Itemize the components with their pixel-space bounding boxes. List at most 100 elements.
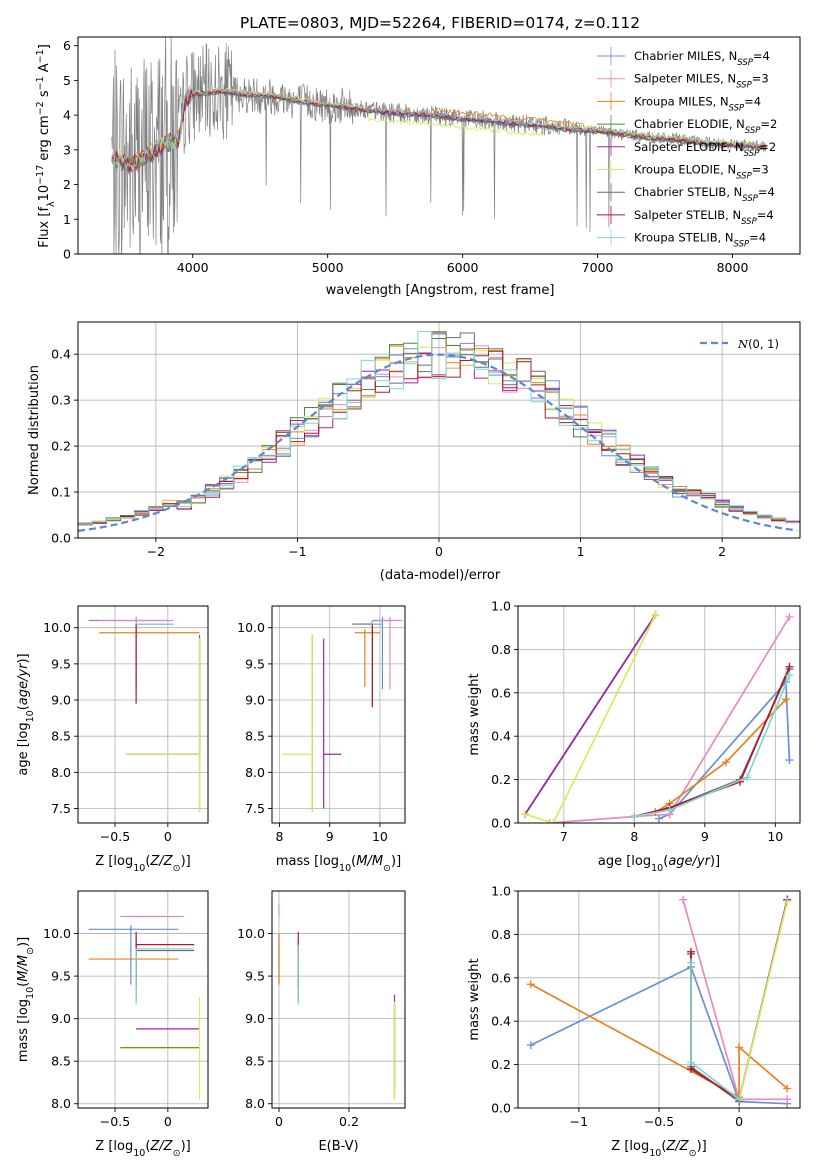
marker-salpeter-stelib — [785, 662, 794, 671]
y-tick-label: 9.5 — [245, 656, 265, 671]
label-part: Z [log — [95, 854, 133, 869]
line-salpeter-stelib — [634, 666, 791, 818]
y-tick-label: 0.0 — [51, 531, 71, 546]
x-tick-label: 0.2 — [339, 1114, 359, 1129]
x-tick-label: 9 — [701, 829, 709, 844]
marker-kroupa-elodie — [783, 897, 792, 906]
legend-tail: =4 — [753, 49, 770, 63]
legend-sub: SSP — [744, 149, 760, 159]
model-kroupa-elodie — [111, 87, 767, 171]
x-tick-label: 2 — [718, 544, 726, 559]
y-tick-label: 0.3 — [51, 393, 71, 408]
y-axis-label: age [log10(age/yr)] — [16, 653, 36, 775]
y-tick-label: 8.5 — [51, 1054, 71, 1069]
label-part: 10 — [37, 185, 52, 202]
axes-frame — [77, 321, 801, 539]
observed-spectrum — [111, 37, 767, 254]
legend-text: Chabrier ELODIE, N — [634, 117, 745, 131]
legend-label: Kroupa MILES, NSSP=4 — [634, 94, 761, 113]
label-part: ( — [16, 982, 31, 987]
y-tick-label: 0 — [63, 247, 71, 262]
y-tick-label: 8.0 — [51, 765, 71, 780]
residuals-panel: −2 −1 0 1 2 0.0 0.1 0.2 0.3 0.4 (data-model)/error… — [27, 321, 801, 583]
legend-text: Chabrier STELIB, N — [634, 185, 742, 199]
line-salpeter-stelib — [690, 951, 740, 1101]
label-part: Z [log — [95, 1139, 133, 1154]
line-kroupa-elodie — [738, 901, 789, 1100]
x-axis-label: Z [log10(Z/Z⊙)] — [611, 1139, 706, 1159]
legend-tail: =2 — [759, 140, 776, 154]
label-part: age [log — [598, 854, 651, 869]
line-chabrier-miles — [530, 965, 788, 1105]
marker-kroupa-stelib — [630, 812, 639, 821]
x-tick-label: 0 — [735, 1114, 743, 1129]
legend-tail: =3 — [752, 72, 769, 86]
legend-label: Chabrier ELODIE, NSSP=2 — [634, 117, 777, 136]
label-part: )] — [16, 653, 31, 663]
y-tick-label: 8.5 — [245, 1054, 265, 1069]
legend-label: Chabrier MILES, NSSP=4 — [634, 49, 770, 68]
marker-chabrier-miles — [655, 814, 663, 823]
label-part: A — [37, 63, 52, 76]
label-part: −17 — [35, 165, 46, 185]
y-axis-label: Flux [fλ10−17 erg cm−2 s−1 A−1] — [35, 44, 57, 248]
legend-label: Kroupa ELODIE, NSSP=3 — [634, 163, 769, 182]
y-tick-label: 4 — [63, 108, 71, 123]
line-kroupa-elodie — [524, 614, 657, 823]
x-tick-label: −0.5 — [100, 829, 130, 844]
y-tick-label: 0.6 — [491, 685, 511, 700]
y-tick-label: 0.4 — [491, 729, 511, 744]
x-tick-label: 1 — [577, 544, 585, 559]
label-part: )] — [181, 854, 191, 869]
marker-kroupa-miles — [721, 758, 730, 767]
x-axis-label: mass [log10(M/M⊙)] — [276, 854, 401, 874]
y-tick-label: 8.0 — [245, 1096, 265, 1111]
label-part: 10 — [133, 863, 145, 874]
label-part: erg cm — [37, 115, 52, 164]
label-part: )] — [16, 937, 31, 947]
legend-label: Salpeter STELIB, NSSP=4 — [634, 208, 774, 227]
x-axis-label: Z [log10(Z/Z⊙)] — [95, 1139, 190, 1159]
label-part: ⊙ — [383, 863, 391, 874]
label-part: ( — [145, 854, 150, 869]
axes-frame — [77, 890, 209, 1109]
x-tick-label: 6000 — [447, 260, 479, 275]
mass-vs-EBV-plot-area — [278, 903, 396, 1100]
y-tick-label: 1.0 — [491, 884, 511, 899]
x-tick-label: −0.5 — [100, 1114, 130, 1129]
x-tick-label: 9 — [326, 829, 334, 844]
label-part: 10 — [133, 1148, 145, 1159]
legend-sub: SSP — [745, 126, 761, 136]
label-part: −1 — [35, 49, 46, 63]
label-part: ( — [145, 1139, 150, 1154]
legend-args: (0, 1) — [748, 337, 779, 351]
x-tick-label: 4000 — [177, 260, 209, 275]
axes-frame — [271, 890, 406, 1109]
y-tick-label: 3 — [63, 142, 71, 157]
weight-vs-Z-panel: −1 −0.5 0 0.0 0.2 0.4 0.6 0.8 1.0 Z [log10(Z/Z⊙)]… — [467, 884, 801, 1159]
y-tick-label: 2 — [63, 177, 71, 192]
label-part: age [log — [16, 722, 31, 775]
y-tick-label: 0.8 — [491, 927, 511, 942]
legend-sub: SSP — [734, 240, 750, 250]
marker-kroupa-stelib — [687, 1058, 696, 1067]
label-part: 10 — [651, 863, 663, 874]
y-tick-label: 5 — [63, 73, 71, 88]
legend-sub: SSP — [736, 172, 752, 182]
y-tick-label: 0.0 — [491, 816, 511, 831]
x-tick-label: −0.5 — [644, 1114, 674, 1129]
y-tick-label: 9.5 — [51, 656, 71, 671]
legend-sub: SSP — [737, 58, 753, 68]
x-tick-label: 5000 — [312, 260, 344, 275]
x-tick-label: 8 — [630, 829, 638, 844]
line-kroupa-stelib — [634, 675, 791, 818]
line-salpeter-miles — [682, 899, 788, 1101]
y-tick-label: 0.2 — [491, 772, 511, 787]
y-tick-label: 7.5 — [245, 801, 265, 816]
label-part: −2 — [35, 101, 46, 115]
y-tick-label: 8.5 — [245, 729, 265, 744]
weight-vs-Z-plot-area — [526, 895, 792, 1108]
